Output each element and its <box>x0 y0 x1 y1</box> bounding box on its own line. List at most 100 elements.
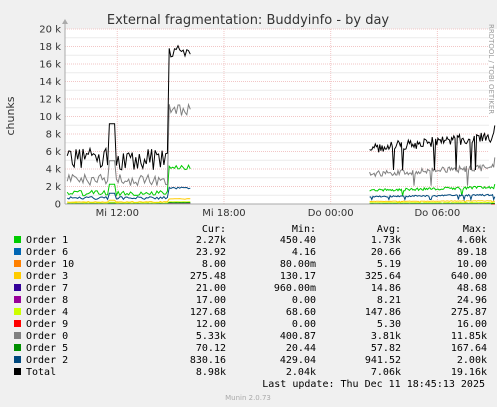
legend-max-order-6: 89.18 <box>457 247 487 258</box>
legend-min-order-4: 68.60 <box>286 307 316 318</box>
legend-name-order-3: Order 3 <box>26 271 68 282</box>
chart-title: External fragmentation: Buddyinfo - by d… <box>107 13 390 28</box>
legend-swatch-order-6 <box>14 248 21 255</box>
x-tick-label: Do 06:00 <box>414 208 460 219</box>
x-tick-label: Do 00:00 <box>308 208 354 219</box>
legend-avg-order-3: 325.64 <box>365 271 401 282</box>
legend-swatch-order-4 <box>14 308 21 315</box>
legend-avg-order-10: 5.19 <box>377 259 401 270</box>
legend-avg-order-0: 3.81k <box>371 331 401 342</box>
legend-cur-order-10: 8.00 <box>202 259 226 270</box>
legend-avg-order-2: 941.52 <box>365 355 401 366</box>
legend-max-order-3: 640.00 <box>451 271 487 282</box>
legend-name-total: Total <box>26 367 56 378</box>
legend-avg-total: 7.06k <box>371 367 401 378</box>
legend-swatch-order-0 <box>14 332 21 339</box>
legend-cur-total: 8.98k <box>196 367 226 378</box>
y-axis-label: chunks <box>4 96 17 135</box>
legend-cur-order-5: 70.12 <box>196 343 226 354</box>
legend-cur-order-1: 2.27k <box>196 235 226 246</box>
legend-cur-order-4: 127.68 <box>190 307 226 318</box>
y-tick-label: 0 <box>55 200 61 211</box>
legend-min-order-10: 80.00m <box>280 259 316 270</box>
legend-cur-order-8: 17.00 <box>196 295 226 306</box>
legend-max-order-5: 167.64 <box>451 343 487 354</box>
legend-swatch-order-2 <box>14 356 21 363</box>
x-tick-label: Mi 18:00 <box>202 208 245 219</box>
legend-cur-order-7: 21.00 <box>196 283 226 294</box>
y-tick-label: 4 k <box>46 165 62 176</box>
legend-avg-order-6: 20.66 <box>371 247 401 258</box>
legend-swatch-order-9 <box>14 320 21 327</box>
legend-header-max: Max: <box>463 224 487 235</box>
series-line-order-1 <box>66 164 191 197</box>
legend-swatch-order-10 <box>14 260 21 267</box>
legend-max-order-10: 10.00 <box>457 259 487 270</box>
legend-max-order-2: 2.00k <box>457 355 487 366</box>
legend-max-order-9: 16.00 <box>457 319 487 330</box>
series-line-order-4 <box>67 201 191 204</box>
legend-max-order-0: 11.85k <box>451 331 487 342</box>
legend-name-order-0: Order 0 <box>26 331 68 342</box>
legend-min-order-3: 130.17 <box>280 271 316 282</box>
legend-min-order-9: 0.00 <box>292 319 316 330</box>
legend-cur-order-0: 5.33k <box>196 331 226 342</box>
legend-avg-order-9: 5.30 <box>377 319 401 330</box>
legend: Cur: Min: Avg: Max: Order 1 2.27k 450.40 1.… <box>14 224 487 378</box>
y-axis-arrow <box>62 19 68 24</box>
legend-min-order-2: 429.04 <box>280 355 316 366</box>
legend-header-min: Min: <box>292 224 316 235</box>
y-tick-label: 16 k <box>39 60 61 71</box>
legend-max-order-7: 48.68 <box>457 283 487 294</box>
y-tick-label: 10 k <box>39 112 61 123</box>
legend-avg-order-7: 14.86 <box>371 283 401 294</box>
series-line-order-1 <box>369 183 496 196</box>
series-line-order-0 <box>66 102 191 187</box>
legend-header-avg: Avg: <box>377 224 401 235</box>
munin-version: Munin 2.0.73 <box>225 394 271 402</box>
legend-min-order-7: 960.00m <box>274 283 316 294</box>
series-line-total <box>369 125 496 171</box>
y-tick-label: 18 k <box>39 42 61 53</box>
series-line-order-0 <box>369 157 496 186</box>
y-tick-label: 12 k <box>39 95 61 106</box>
legend-header-cur: Cur: <box>202 224 226 235</box>
legend-min-total: 2.04k <box>286 367 316 378</box>
legend-avg-order-5: 57.82 <box>371 343 401 354</box>
legend-name-order-8: Order 8 <box>26 295 68 306</box>
legend-avg-order-8: 8.21 <box>377 295 401 306</box>
legend-avg-order-1: 1.73k <box>371 235 401 246</box>
legend-name-order-2: Order 2 <box>26 355 68 366</box>
legend-max-order-1: 4.60k <box>457 235 487 246</box>
legend-name-order-9: Order 9 <box>26 319 68 330</box>
legend-name-order-6: Order 6 <box>26 247 68 258</box>
legend-min-order-8: 0.00 <box>292 295 316 306</box>
legend-name-order-5: Order 5 <box>26 343 68 354</box>
y-tick-label: 8 k <box>46 130 62 141</box>
legend-name-order-4: Order 4 <box>26 307 68 318</box>
x-tick-label: Mi 12:00 <box>96 208 139 219</box>
legend-cur-order-6: 23.92 <box>196 247 226 258</box>
y-tick-label: 2 k <box>46 182 62 193</box>
y-tick-label: 6 k <box>46 147 62 158</box>
series-line-order-3 <box>67 198 191 203</box>
series-line-order-4 <box>369 201 495 204</box>
legend-swatch-order-3 <box>14 272 21 279</box>
legend-name-order-7: Order 7 <box>26 283 68 294</box>
legend-swatch-order-7 <box>14 284 21 291</box>
legend-swatch-order-8 <box>14 296 21 303</box>
legend-swatch-order-5 <box>14 344 21 351</box>
legend-avg-order-4: 147.86 <box>365 307 401 318</box>
legend-name-order-1: Order 1 <box>26 235 68 246</box>
series-line-order-3 <box>369 200 496 204</box>
y-tick-label: 14 k <box>39 77 61 88</box>
rrdtool-credit: RRDTOOL / TOBI OETIKER <box>487 24 495 114</box>
series-line-order-2 <box>66 186 191 201</box>
legend-min-order-5: 20.44 <box>286 343 316 354</box>
legend-max-order-4: 275.87 <box>451 307 487 318</box>
legend-swatch-total <box>14 368 21 375</box>
legend-min-order-6: 4.16 <box>292 247 316 258</box>
series-line-total <box>66 44 191 171</box>
legend-min-order-1: 450.40 <box>280 235 316 246</box>
